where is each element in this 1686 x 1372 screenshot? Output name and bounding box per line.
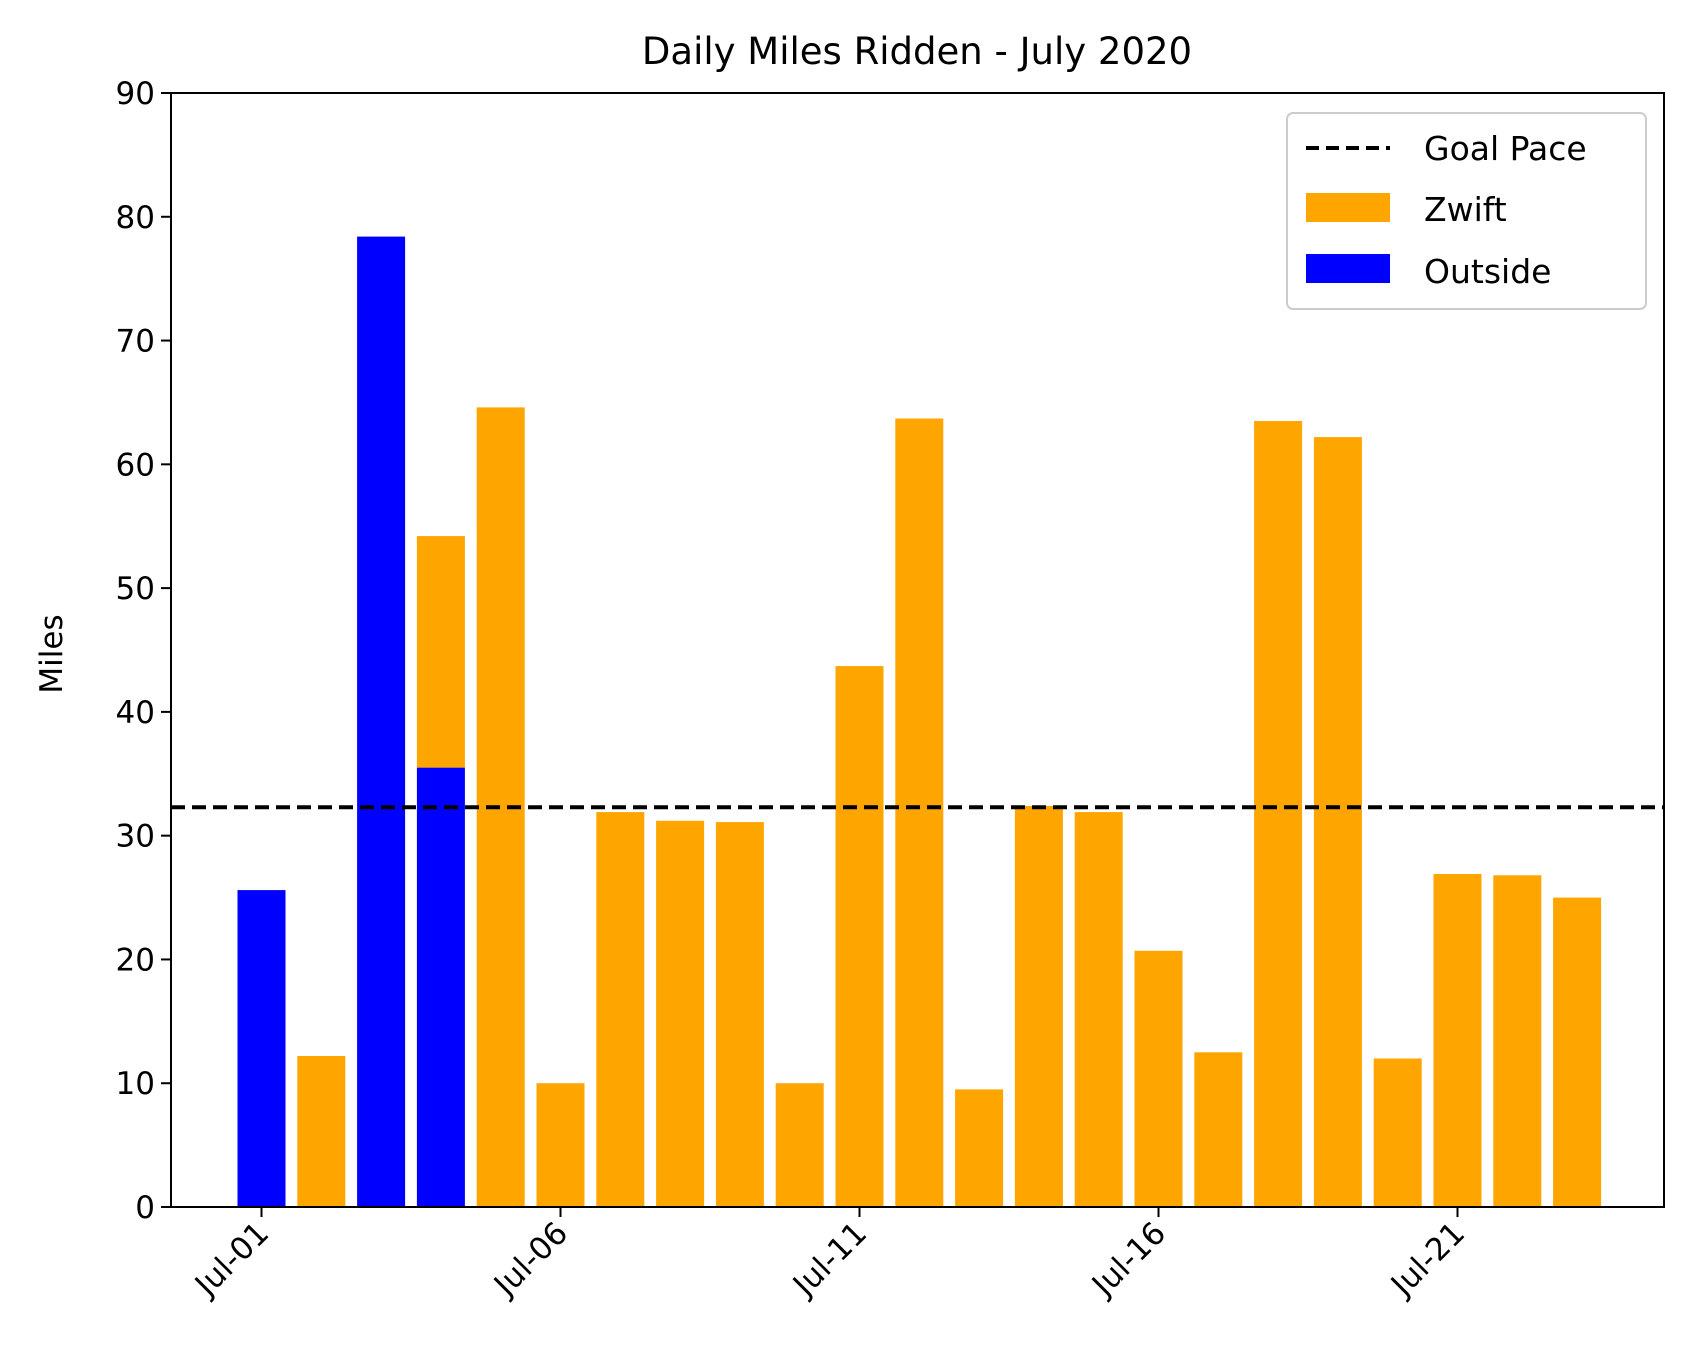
x-tick-label: Jul-16 [1084, 1215, 1173, 1304]
y-axis: 0 10 20 30 40 50 60 70 80 90 [116, 76, 171, 1226]
y-tick-label: 0 [135, 1190, 155, 1226]
legend-outside-swatch [1306, 254, 1390, 283]
x-tick-label: Jul-01 [187, 1215, 276, 1304]
y-tick-label: 30 [116, 819, 155, 855]
outside-bar [357, 236, 406, 1208]
zwift-bar [1134, 950, 1183, 1207]
zwift-bar [1014, 806, 1063, 1207]
y-tick-label: 70 [116, 324, 155, 360]
zwift-bar [1553, 897, 1602, 1207]
x-axis: Jul-01 Jul-06 Jul-11 Jul-16 Jul-21 [187, 1207, 1472, 1304]
y-tick-label: 10 [116, 1066, 155, 1102]
zwift-bar [775, 1083, 824, 1207]
y-tick-label: 60 [116, 447, 155, 483]
zwift-bar [955, 1089, 1004, 1207]
legend-zwift-label: Zwift [1424, 190, 1507, 229]
y-tick-label: 50 [116, 571, 155, 607]
zwift-bar [1313, 437, 1362, 1208]
zwift-bar [1373, 1058, 1422, 1207]
zwift-bar [835, 666, 884, 1207]
zwift-bar [1493, 875, 1542, 1207]
zwift-bar [536, 1083, 585, 1207]
zwift-bar [416, 536, 465, 768]
zwift-bar [1254, 421, 1303, 1207]
legend-outside-label: Outside [1424, 252, 1551, 291]
zwift-bar [1433, 874, 1482, 1207]
x-tick-label: Jul-21 [1383, 1215, 1472, 1304]
zwift-bar [596, 812, 645, 1207]
x-tick-label: Jul-11 [785, 1215, 874, 1304]
outside-bar [237, 890, 286, 1207]
legend: Goal Pace Zwift Outside [1286, 112, 1647, 310]
y-tick-label: 40 [116, 695, 155, 731]
chart-title: Daily Miles Ridden - July 2020 [642, 30, 1192, 73]
zwift-bar [1194, 1052, 1243, 1207]
zwift-bar [895, 418, 944, 1207]
y-tick-label: 80 [116, 200, 155, 236]
plot-frame [170, 92, 1665, 1208]
zwift-bar [656, 820, 705, 1207]
zwift-bar [1074, 812, 1123, 1207]
outside-bar [416, 767, 465, 1207]
y-tick-label: 90 [116, 76, 155, 112]
x-tick-label: Jul-06 [486, 1215, 575, 1304]
y-axis-label: Miles [34, 614, 70, 693]
zwift-bar [715, 822, 764, 1207]
legend-goal-pace-label: Goal Pace [1424, 129, 1587, 168]
zwift-bar [297, 1056, 346, 1207]
plot-bars [237, 236, 1602, 1208]
y-tick-label: 20 [116, 942, 155, 978]
legend-zwift-swatch [1306, 193, 1390, 222]
